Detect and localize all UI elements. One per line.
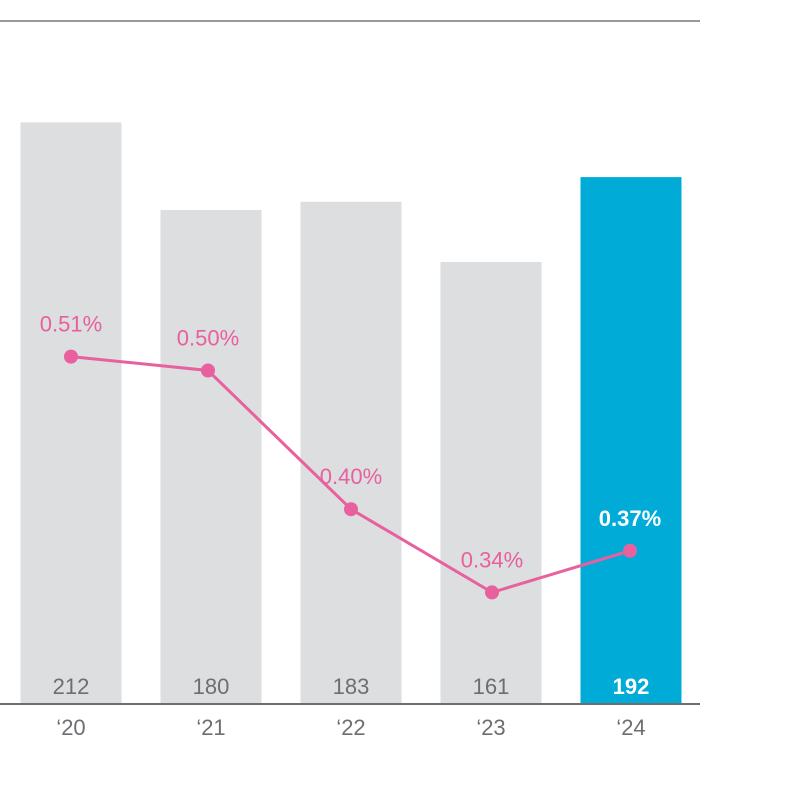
ratio-label-2: 0.40% (320, 464, 382, 489)
bar-value-label-0: 212 (53, 674, 90, 699)
x-tick-label-0: ‘20 (56, 715, 85, 740)
bar-value-label-2: 183 (333, 674, 370, 699)
bar-0 (20, 122, 122, 703)
ratio-point-2 (344, 502, 358, 517)
ratio-label-4: 0.37% (599, 506, 661, 531)
bar-3 (440, 262, 542, 703)
line-layer (64, 349, 637, 600)
bar-2 (300, 201, 402, 703)
bars-layer (20, 122, 682, 704)
x-tick-labels-layer: ‘20 ‘21 ‘22 ‘23 ‘24 (56, 715, 645, 740)
ratio-point-0 (64, 349, 78, 364)
bar-value-label-4: 192 (613, 674, 650, 699)
x-tick-label-2: ‘22 (336, 715, 365, 740)
ratio-label-3: 0.34% (461, 547, 523, 572)
ratio-point-1 (201, 363, 215, 378)
ratio-label-0: 0.51% (40, 312, 102, 337)
x-tick-label-4: ‘24 (616, 715, 645, 740)
bar-1 (160, 209, 262, 704)
ratio-point-4 (623, 543, 637, 558)
x-tick-label-3: ‘23 (476, 715, 505, 740)
bar-value-label-3: 161 (473, 674, 510, 699)
bar-value-label-1: 180 (193, 674, 230, 699)
ratio-point-3 (485, 585, 499, 600)
x-tick-label-1: ‘21 (196, 715, 225, 740)
bar-values-layer: 212 180 183 161 192 (53, 674, 650, 699)
bar-4 (580, 177, 682, 703)
ratio-label-1: 0.50% (177, 326, 239, 351)
line-labels-layer: 0.51% 0.50% 0.40% 0.34% 0.37% (40, 312, 661, 573)
